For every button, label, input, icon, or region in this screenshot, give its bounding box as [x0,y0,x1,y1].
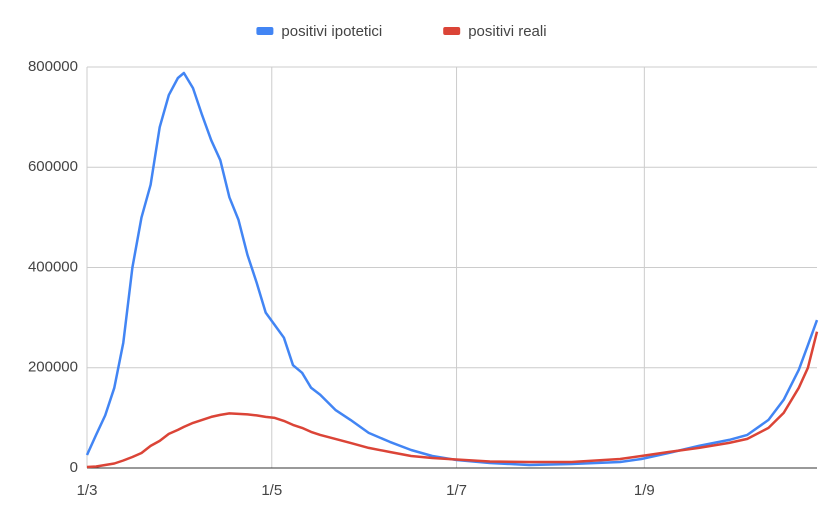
y-tick-label: 200000 [28,359,78,376]
x-tick-label: 1/5 [261,482,282,499]
legend-label: positivi ipotetici [281,23,382,40]
x-tick-label: 1/9 [634,482,655,499]
legend-swatch [256,27,274,35]
legend-label: positivi reali [468,23,546,40]
x-tick-label: 1/7 [446,482,467,499]
y-tick-label: 400000 [28,258,78,275]
x-tick-label: 1/3 [77,482,98,499]
y-tick-label: 0 [70,459,78,476]
legend-swatch [443,27,461,35]
series-line [86,331,819,469]
y-tick-label: 800000 [28,58,78,75]
series-line [85,71,819,467]
y-tick-label: 600000 [28,158,78,175]
